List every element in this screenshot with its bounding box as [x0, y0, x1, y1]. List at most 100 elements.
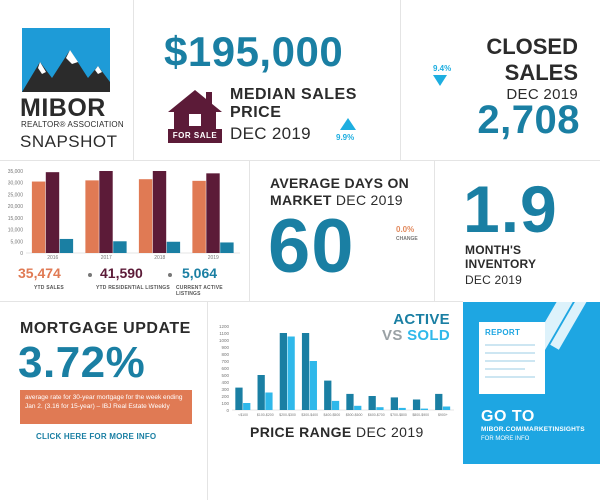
- median-title-line1: MEDIAN SALES: [230, 86, 357, 103]
- report-document-icon: REPORT: [479, 322, 545, 394]
- y-tick-label: 500: [221, 373, 229, 378]
- inventory-title-line1: MONTH'S: [465, 243, 522, 257]
- x-tick-label: <$100: [238, 413, 248, 417]
- price-range-panel: 0 100 200 300 400 500 600 700 800 900 1000 1100 1200…: [208, 302, 462, 500]
- x-tick-label: $400-$500: [324, 413, 341, 417]
- bar-current-active-listings: [166, 241, 181, 253]
- bar-ytd-sales: [85, 180, 99, 253]
- bar-sold: [265, 392, 273, 410]
- bar-active: [301, 333, 310, 410]
- snapshot-label: SNAPSHOT: [20, 132, 118, 151]
- active-vs-sold-title: ACTIVE VS SOLD: [382, 312, 450, 344]
- price-range-bar-chart: 0 100 200 300 400 500 600 700 800 900 1000 1100 1200…: [219, 324, 454, 417]
- goto-label: GO TO: [481, 408, 535, 425]
- bar-active: [346, 393, 354, 410]
- median-title-line2: PRICE: [230, 104, 282, 121]
- bar-active: [257, 375, 265, 410]
- inventory-title-line2: INVENTORY: [465, 257, 537, 271]
- divider-h1: [0, 160, 600, 161]
- divider-v5: [207, 302, 208, 500]
- mortgage-panel: MORTGAGE UPDATE 3.72% average rate for 3…: [0, 302, 207, 500]
- x-tick-label: 2017: [101, 255, 112, 261]
- inventory-value: 1.9: [463, 172, 558, 246]
- y-tick-label: 30,000: [8, 181, 24, 187]
- x-tick-label: 2018: [154, 255, 165, 261]
- ytd-listings-label: YTD RESIDENTIAL LISTINGS: [96, 285, 170, 291]
- inventory-panel: 1.9 MONTH'S INVENTORY DEC 2019: [435, 161, 600, 301]
- report-more-info: FOR MORE INFO: [481, 436, 530, 442]
- mortgage-title: MORTGAGE UPDATE: [20, 320, 191, 337]
- report-label: REPORT: [485, 328, 521, 337]
- report-panel[interactable]: REPORT GO TO MIBOR.COM/MARKETINSIGHTS FO…: [463, 302, 600, 464]
- bar-ytd-residential-listings: [206, 173, 220, 253]
- bar-sold: [376, 407, 384, 410]
- for-sale-tag: FOR SALE: [168, 129, 222, 143]
- active-listings-label: CURRENT ACTIVE LISTINGS: [176, 285, 223, 297]
- bar-active: [324, 380, 332, 410]
- ytd-sales-label: YTD SALES: [34, 285, 64, 291]
- x-tick-label: $200-$300: [279, 413, 296, 417]
- y-tick-label: 700: [221, 359, 229, 364]
- bar-sold: [309, 361, 317, 410]
- vs-label: VS: [382, 327, 403, 344]
- mibor-logo-mountains-icon: [22, 28, 110, 92]
- bar-active: [435, 393, 443, 410]
- bar-sold: [442, 406, 451, 410]
- median-price-value: $195,000: [164, 28, 344, 75]
- bar-current-active-listings: [59, 238, 74, 253]
- y-tick-label: 600: [221, 366, 229, 371]
- up-arrow-icon: [340, 118, 356, 130]
- mortgage-more-info-link[interactable]: CLICK HERE FOR MORE INFO: [36, 432, 157, 441]
- days-change: 0.0%: [396, 225, 415, 234]
- median-change: 9.9%: [336, 133, 355, 142]
- closed-sales-value: 2,708: [477, 98, 580, 142]
- price-range-date: DEC 2019: [355, 424, 424, 440]
- active-listings-value: 5,064: [182, 265, 218, 281]
- days-on-market-value: 60: [268, 204, 355, 289]
- x-tick-label: $300-$400: [301, 413, 318, 417]
- legend-separator-dot: [88, 273, 92, 277]
- y-tick-label: 20,000: [8, 204, 24, 210]
- sold-label: SOLD: [407, 327, 450, 344]
- divider-v1: [133, 0, 134, 160]
- days-on-market-panel: AVERAGE DAYS ON MARKET DEC 2019 60 0.0% …: [250, 161, 434, 301]
- y-tick-label: 300: [221, 387, 229, 392]
- bar-ytd-residential-listings: [99, 171, 113, 253]
- inventory-title: MONTH'S INVENTORY: [465, 243, 536, 271]
- divider-h2: [0, 301, 463, 302]
- mortgage-note: average rate for 30-year mortgage for th…: [20, 390, 192, 424]
- logo-panel: MIBOR REALTOR® ASSOCIATION SNAPSHOT: [0, 0, 133, 160]
- house-icon: [166, 86, 224, 144]
- median-title: MEDIAN SALES PRICE: [230, 86, 357, 122]
- y-tick-label: 1100: [219, 331, 229, 336]
- bar-ytd-sales: [192, 180, 206, 253]
- price-range-footer: PRICE RANGE DEC 2019: [250, 424, 424, 440]
- bar-current-active-listings: [220, 242, 234, 253]
- closed-sales-panel: CLOSED SALES DEC 2019 9.4% 2,708: [401, 0, 600, 160]
- report-url-link[interactable]: MIBOR.COM/MARKETINSIGHTS: [481, 426, 585, 433]
- bar-sold: [243, 403, 251, 410]
- closed-title-line1: CLOSED: [486, 34, 578, 59]
- logo-subtitle: REALTOR® ASSOCIATION: [21, 120, 124, 129]
- bar-active: [412, 399, 421, 410]
- days-title: AVERAGE DAYS ON MARKET DEC 2019: [270, 175, 409, 209]
- y-tick-label: 0: [226, 408, 229, 413]
- y-tick-label: 200: [221, 394, 229, 399]
- days-title-line2: MARKET: [270, 192, 332, 208]
- y-tick-label: 10,000: [8, 228, 24, 234]
- listings-chart-panel: 0 5,000 10,000 15,000 20,000 25,000 30,000 35,0…: [0, 161, 249, 301]
- bar-sold: [398, 407, 406, 410]
- bar-ytd-residential-listings: [152, 171, 167, 253]
- y-tick-label: 5,000: [10, 239, 23, 245]
- ytd-listings-value: 41,590: [100, 265, 143, 281]
- bar-ytd-sales: [138, 179, 153, 253]
- divider-v4: [434, 161, 435, 301]
- days-title-line2-wrap: MARKET DEC 2019: [270, 192, 409, 209]
- x-tick-label: $700-$800: [390, 413, 407, 417]
- closed-title-line2: SALES: [504, 60, 578, 85]
- report-line: [485, 360, 535, 362]
- bar-active: [390, 397, 398, 410]
- legend-separator-dot: [168, 273, 172, 277]
- bar-active: [235, 387, 243, 410]
- y-tick-label: 100: [221, 401, 229, 406]
